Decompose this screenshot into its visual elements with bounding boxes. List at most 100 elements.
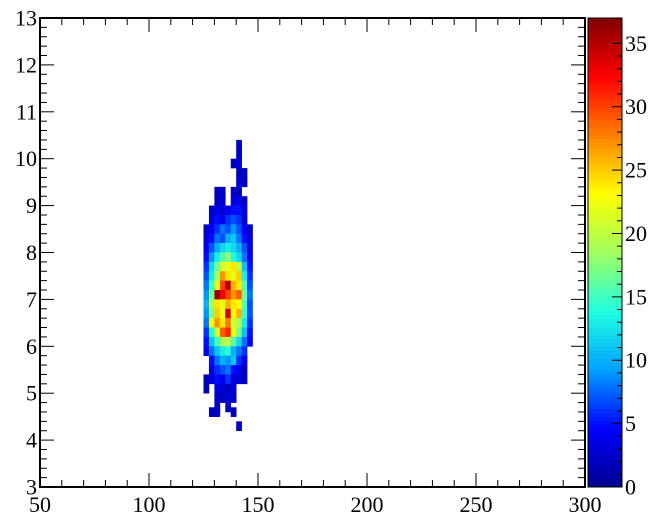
heatmap-cell	[203, 280, 210, 291]
heatmap-cell	[230, 308, 237, 319]
heatmap-cell	[230, 196, 237, 206]
heatmap-cell	[219, 224, 226, 235]
heatmap-cell	[236, 261, 242, 272]
heatmap-cell	[208, 252, 215, 263]
colorbar-segment	[588, 342, 622, 347]
colorbar-segment	[588, 45, 622, 50]
heatmap-cell	[214, 299, 221, 310]
colorbar-segment	[588, 60, 622, 66]
heatmap-cell	[241, 261, 248, 272]
heatmap-cell	[247, 290, 253, 300]
heatmap-cell	[247, 280, 253, 291]
colorbar-segment	[588, 103, 622, 109]
colorbar-segment	[588, 307, 622, 312]
colorbar-segment	[588, 143, 622, 148]
heatmap-cell	[241, 336, 248, 347]
colorbar-segment	[588, 146, 622, 152]
heatmap-cell	[247, 233, 253, 244]
heatmap-cell	[241, 214, 248, 225]
colorbar-segment	[588, 189, 622, 195]
heatmap-cell	[225, 355, 232, 366]
heatmap-cell	[203, 327, 210, 338]
heatmap-cell	[214, 186, 221, 197]
colorbar-segment	[588, 420, 622, 425]
colorbar-segment	[588, 459, 622, 464]
heatmap-cell	[225, 346, 232, 356]
heatmap-cell	[203, 290, 210, 300]
colorbar-segment	[588, 318, 622, 324]
colorbar-segment	[588, 131, 622, 136]
colorbar-segment	[588, 303, 622, 308]
heatmap-cell	[203, 261, 210, 272]
colorbar-segment	[588, 229, 622, 234]
heatmap-cell	[208, 280, 215, 291]
heatmap-cell	[214, 355, 221, 366]
heatmap-cell	[214, 374, 221, 385]
x-tick-label: 300	[569, 492, 602, 517]
heatmap-cell	[241, 168, 248, 178]
colorbar-segment	[588, 37, 622, 42]
colorbar-segment	[588, 166, 622, 171]
colorbar-tick-label: 5	[625, 411, 636, 436]
heatmap-cell	[230, 214, 237, 225]
colorbar-segment	[588, 264, 622, 269]
heatmap-cell	[241, 224, 248, 235]
heatmap-cell	[236, 158, 242, 169]
heatmap-cell	[208, 346, 215, 356]
heatmap-cell	[236, 355, 242, 366]
colorbar-tick-label: 30	[625, 94, 647, 119]
heatmap-cell	[214, 205, 221, 216]
colorbar-segment	[588, 416, 622, 421]
heatmap-cell	[236, 168, 242, 178]
y-tick-label: 13	[15, 6, 37, 31]
plot-frame	[39, 17, 586, 488]
heatmap-cell	[236, 280, 242, 291]
heatmap-cell	[203, 233, 210, 244]
heatmap-cell	[208, 355, 215, 366]
colorbar-segment	[588, 244, 622, 249]
heatmap-cell	[236, 186, 242, 197]
heatmap-cell	[241, 205, 248, 216]
colorbar-segment	[588, 350, 622, 355]
heatmap-cell	[241, 233, 248, 244]
colorbar-segment	[588, 21, 622, 27]
heatmap-cell	[230, 318, 237, 328]
heatmap-cell	[214, 365, 221, 375]
colorbar-segment	[588, 471, 622, 476]
heatmap-cell	[236, 243, 242, 253]
colorbar-tick-label: 20	[625, 221, 647, 246]
colorbar-segment	[588, 338, 622, 343]
heatmap-cell	[236, 177, 242, 188]
heatmap-cell	[203, 336, 210, 347]
colorbar-tick-label: 25	[625, 158, 647, 183]
heatmap-cell	[247, 224, 253, 235]
colorbar-segment	[588, 248, 622, 253]
heatmap-cell	[236, 214, 242, 225]
heatmap-cell	[230, 299, 237, 310]
colorbar-tick-label: 0	[625, 475, 636, 500]
heatmap-cell	[208, 233, 215, 244]
heatmap-cell	[247, 308, 253, 319]
heatmap-cell	[230, 374, 237, 385]
heatmap-cell	[219, 271, 226, 281]
heatmap-cell	[208, 365, 215, 375]
heatmap-cell	[236, 252, 242, 263]
colorbar-segment	[588, 158, 622, 164]
heatmap-cell	[225, 336, 232, 347]
colorbar-segment	[588, 287, 622, 292]
heatmap-cell	[225, 299, 232, 310]
heatmap-cell	[236, 308, 242, 319]
heatmap-cell	[225, 327, 232, 338]
colorbar-segment	[588, 275, 622, 281]
colorbar-segment	[588, 475, 622, 480]
colorbar-segment	[588, 408, 622, 414]
heatmap-cell	[241, 196, 248, 206]
colorbar-segment	[588, 291, 622, 296]
heatmap-cell	[214, 224, 221, 235]
heatmap-cell	[236, 271, 242, 281]
heatmap-cell	[241, 252, 248, 263]
heatmap-cell	[219, 365, 226, 375]
heatmap-cell	[247, 336, 253, 347]
colorbar-segment	[588, 25, 622, 31]
heatmap-cell	[219, 205, 226, 216]
